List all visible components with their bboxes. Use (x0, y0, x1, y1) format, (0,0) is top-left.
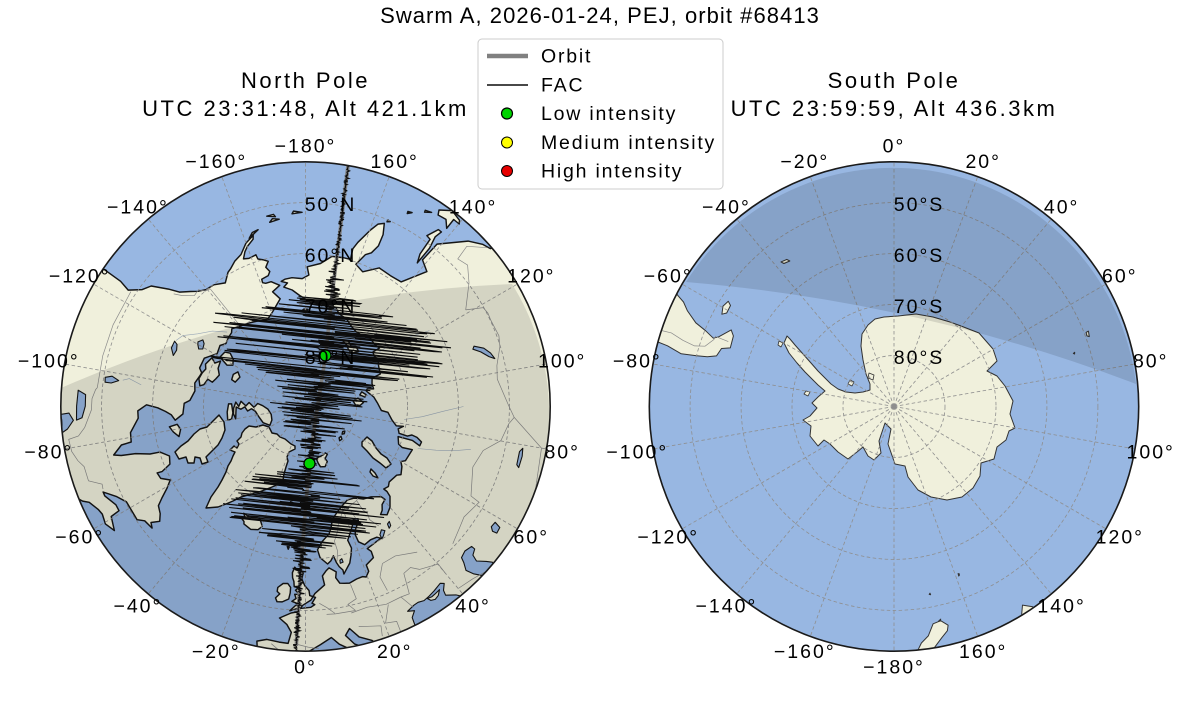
svg-text:Low intensity: Low intensity (541, 103, 677, 125)
svg-text:FAC: FAC (541, 75, 584, 97)
svg-text:40°: 40° (455, 596, 491, 618)
svg-text:80°S: 80°S (894, 347, 945, 369)
svg-text:−120°: −120° (637, 526, 699, 548)
svg-text:UTC 23:31:48, Alt 421.1km: UTC 23:31:48, Alt 421.1km (142, 96, 469, 121)
svg-text:−60°: −60° (55, 526, 104, 548)
svg-text:Medium intensity: Medium intensity (541, 132, 716, 154)
svg-text:−120°: −120° (49, 266, 111, 288)
svg-text:−40°: −40° (702, 196, 751, 218)
svg-text:100°: 100° (1127, 441, 1175, 463)
svg-text:0°: 0° (883, 135, 906, 157)
svg-text:100°: 100° (538, 351, 586, 373)
svg-text:−180°: −180° (275, 135, 337, 157)
svg-text:−100°: −100° (606, 441, 668, 463)
svg-text:60°: 60° (514, 526, 550, 548)
svg-text:−140°: −140° (107, 196, 169, 218)
svg-text:50°S: 50°S (894, 194, 945, 216)
svg-text:−80°: −80° (24, 441, 73, 463)
svg-text:160°: 160° (959, 641, 1007, 663)
svg-text:60°S: 60°S (894, 245, 945, 267)
svg-text:0°: 0° (294, 657, 317, 679)
svg-text:−60°: −60° (644, 266, 693, 288)
svg-text:140°: 140° (449, 196, 497, 218)
svg-text:50°N: 50°N (305, 194, 357, 216)
svg-text:High intensity: High intensity (541, 161, 683, 183)
svg-text:South Pole: South Pole (828, 68, 961, 93)
svg-text:20°: 20° (965, 151, 1001, 173)
svg-text:70°N: 70°N (305, 296, 357, 318)
svg-text:80°N: 80°N (305, 347, 357, 369)
svg-text:−160°: −160° (185, 151, 247, 173)
svg-text:80°: 80° (1133, 351, 1169, 373)
svg-text:120°: 120° (507, 266, 555, 288)
svg-text:−40°: −40° (113, 596, 162, 618)
svg-text:140°: 140° (1037, 596, 1085, 618)
svg-text:−20°: −20° (780, 151, 829, 173)
svg-text:80°: 80° (544, 441, 580, 463)
svg-text:60°: 60° (1102, 266, 1138, 288)
svg-text:40°: 40° (1044, 196, 1080, 218)
svg-text:−160°: −160° (774, 641, 836, 663)
svg-text:−140°: −140° (696, 596, 758, 618)
svg-text:−80°: −80° (613, 351, 662, 373)
svg-text:−180°: −180° (863, 657, 925, 679)
svg-text:North Pole: North Pole (241, 68, 370, 93)
svg-text:UTC 23:59:59, Alt 436.3km: UTC 23:59:59, Alt 436.3km (731, 96, 1058, 121)
svg-text:−100°: −100° (18, 351, 80, 373)
svg-text:−20°: −20° (192, 641, 241, 663)
svg-text:70°S: 70°S (894, 296, 945, 318)
svg-text:Swarm A, 2026-01-24, PEJ, orbi: Swarm A, 2026-01-24, PEJ, orbit #68413 (380, 3, 820, 28)
svg-text:160°: 160° (371, 151, 419, 173)
svg-text:20°: 20° (377, 641, 413, 663)
svg-text:60°N: 60°N (305, 245, 357, 267)
svg-text:Orbit: Orbit (541, 46, 592, 68)
svg-text:120°: 120° (1096, 526, 1144, 548)
